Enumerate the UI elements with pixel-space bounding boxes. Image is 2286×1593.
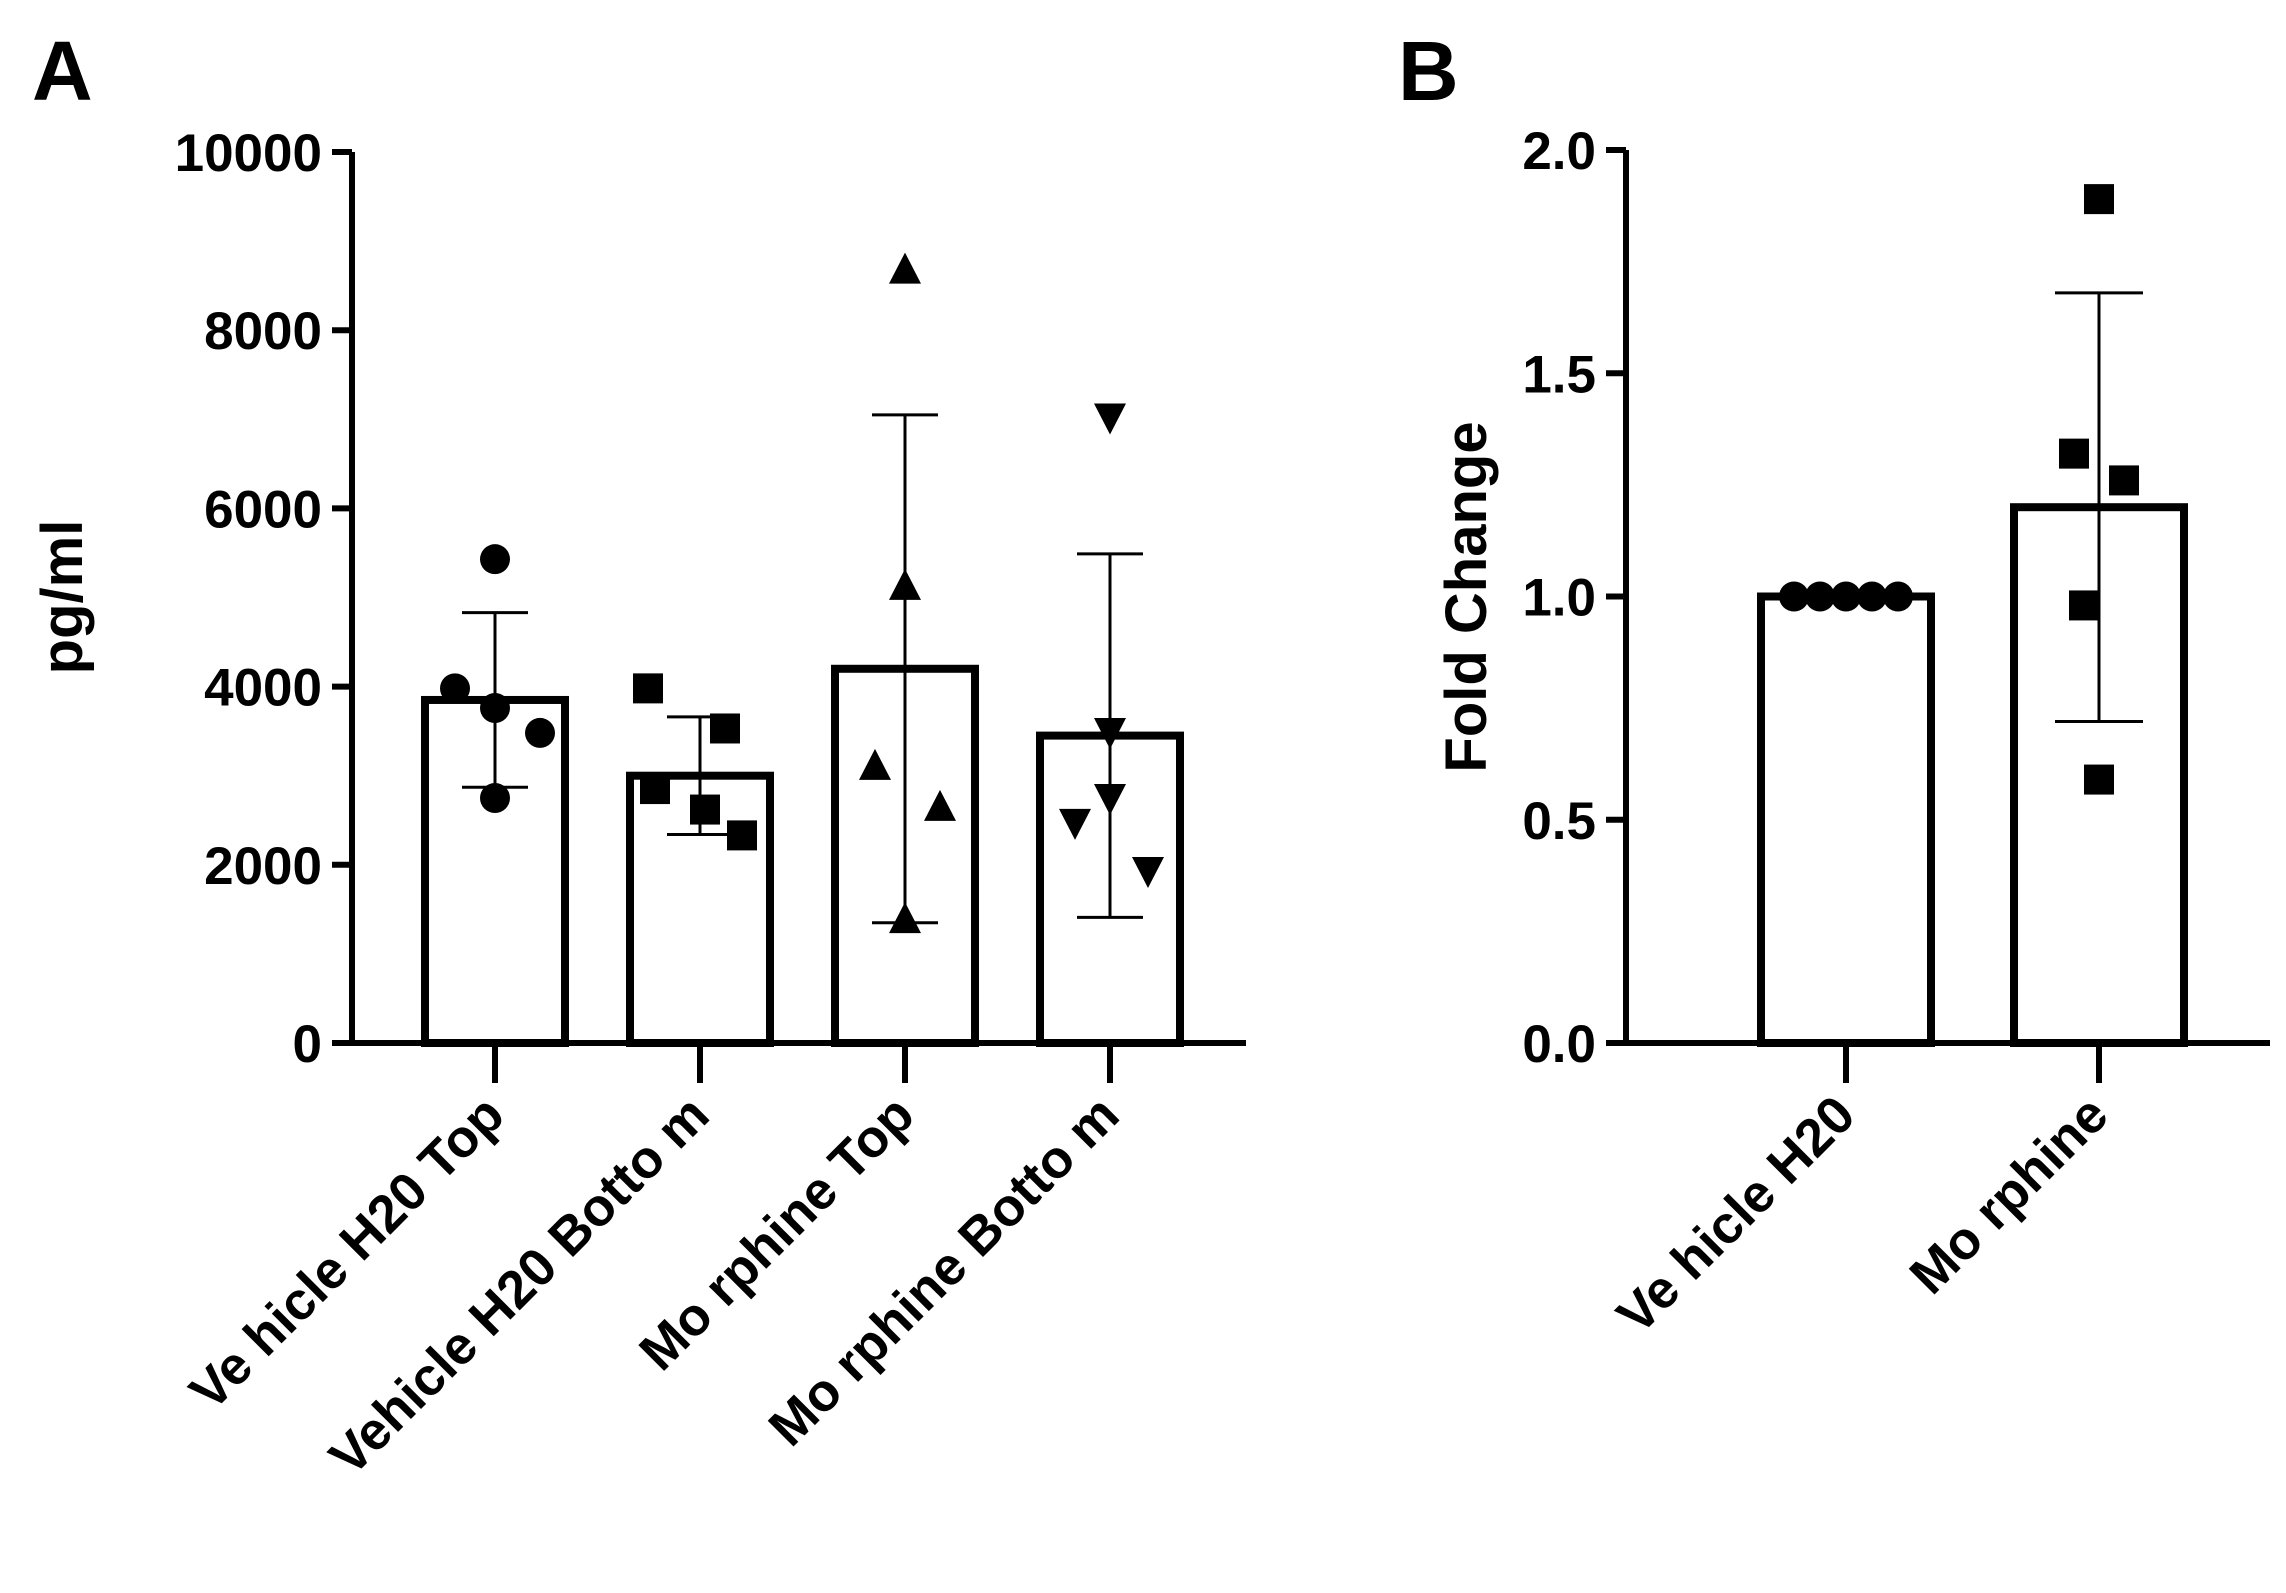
chart-a-data-point <box>480 692 510 723</box>
chart-b-y-tick-label: 2.0 <box>1522 122 1596 181</box>
chart-a-data-point <box>859 748 891 780</box>
chart-b-y-tick-label: 0.5 <box>1522 792 1596 851</box>
chart-a-data-point <box>633 673 663 704</box>
chart-a-data-point <box>690 794 720 825</box>
chart-b-y-tick-label: 1.5 <box>1522 345 1596 404</box>
panel-b-label: B <box>1398 24 1459 118</box>
chart-b: 0.0 0.5 1.0 1.5 2.0 Ve hicle H20 Mo rphine <box>1522 122 2270 1345</box>
chart-a-data-point <box>1059 808 1091 840</box>
chart-a-category-label: Vehicle H20 Botto m <box>318 1085 720 1487</box>
chart-b-bar <box>1757 592 1935 1047</box>
panel-a-label: A <box>32 24 93 118</box>
chart-a-data-point <box>889 252 921 284</box>
chart-a-y-axis-title: pg/ml <box>30 520 95 675</box>
chart-b-category-label: Ve hicle H20 <box>1606 1085 1866 1345</box>
chart-a-data-point <box>1094 718 1126 750</box>
chart-b-data-point <box>1857 581 1887 612</box>
chart-b-data-point <box>2069 590 2099 621</box>
chart-a-y-tick-label: 10000 <box>175 124 322 183</box>
chart-a-data-point <box>889 568 921 600</box>
chart-a-data-point <box>640 774 670 805</box>
chart-b-data-point <box>1805 581 1835 612</box>
chart-a-data-point <box>440 673 470 704</box>
chart-b-data-point <box>2084 764 2114 795</box>
chart-a-y-tick-label: 6000 <box>204 480 322 539</box>
chart-a-data-point <box>1132 857 1164 889</box>
chart-a-data-point <box>710 713 740 744</box>
chart-b-y-tick-label: 0.0 <box>1522 1015 1596 1074</box>
chart-a-category-label: Mo rphine Botto m <box>758 1085 1131 1458</box>
chart-a-data-point <box>1094 783 1126 815</box>
chart-b-data-point <box>1831 581 1861 612</box>
chart-a-y-tick-label: 0 <box>293 1015 322 1074</box>
chart-a-data-point <box>525 717 555 748</box>
chart-b-y-tick-label: 1.0 <box>1522 569 1596 628</box>
chart-b-y-axis-title: Fold Change <box>1434 421 1499 772</box>
chart-a-data-point <box>480 782 510 813</box>
chart-b-data-point <box>2059 438 2089 469</box>
chart-a-data-point <box>727 820 757 851</box>
chart-b-data-point <box>1883 581 1913 612</box>
chart-a-data-point <box>480 544 510 575</box>
chart-a-data-point <box>1094 403 1126 435</box>
chart-a-data-point <box>889 902 921 934</box>
chart-b-category-label: Mo rphine <box>1899 1085 2120 1306</box>
chart-b-data-point <box>2109 465 2139 496</box>
chart-a-data-point <box>924 789 956 821</box>
chart-a-y-tick-label: 8000 <box>204 302 322 361</box>
chart-a-y-tick-label: 2000 <box>204 837 322 896</box>
chart-a-y-tick-label: 4000 <box>204 659 322 718</box>
chart-b-data-point <box>1779 581 1809 612</box>
chart-b-data-point <box>2084 184 2114 215</box>
